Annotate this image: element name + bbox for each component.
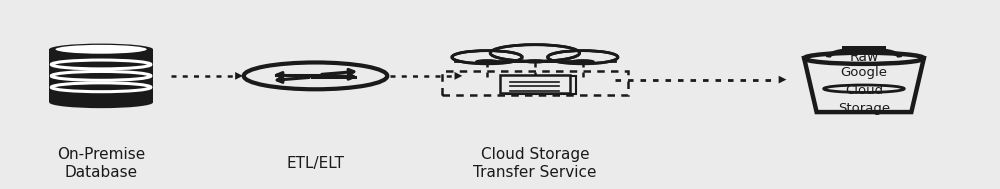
Circle shape — [475, 59, 499, 64]
Text: ETL/ELT: ETL/ELT — [287, 156, 345, 171]
Polygon shape — [49, 49, 153, 102]
Ellipse shape — [55, 45, 147, 54]
Text: Raw: Raw — [849, 50, 879, 64]
Ellipse shape — [49, 97, 153, 108]
Circle shape — [454, 51, 521, 64]
Circle shape — [549, 51, 616, 64]
FancyBboxPatch shape — [500, 75, 570, 93]
Circle shape — [492, 45, 578, 61]
Circle shape — [523, 59, 547, 64]
Text: Cloud Storage
Transfer Service: Cloud Storage Transfer Service — [473, 147, 597, 180]
FancyBboxPatch shape — [506, 76, 576, 94]
Ellipse shape — [49, 44, 153, 55]
Ellipse shape — [804, 53, 924, 64]
Circle shape — [571, 59, 595, 64]
FancyBboxPatch shape — [842, 46, 886, 51]
Text: On-Premise
Database: On-Premise Database — [57, 147, 145, 180]
Text: Google
Cloud
Storage: Google Cloud Storage — [838, 66, 890, 115]
